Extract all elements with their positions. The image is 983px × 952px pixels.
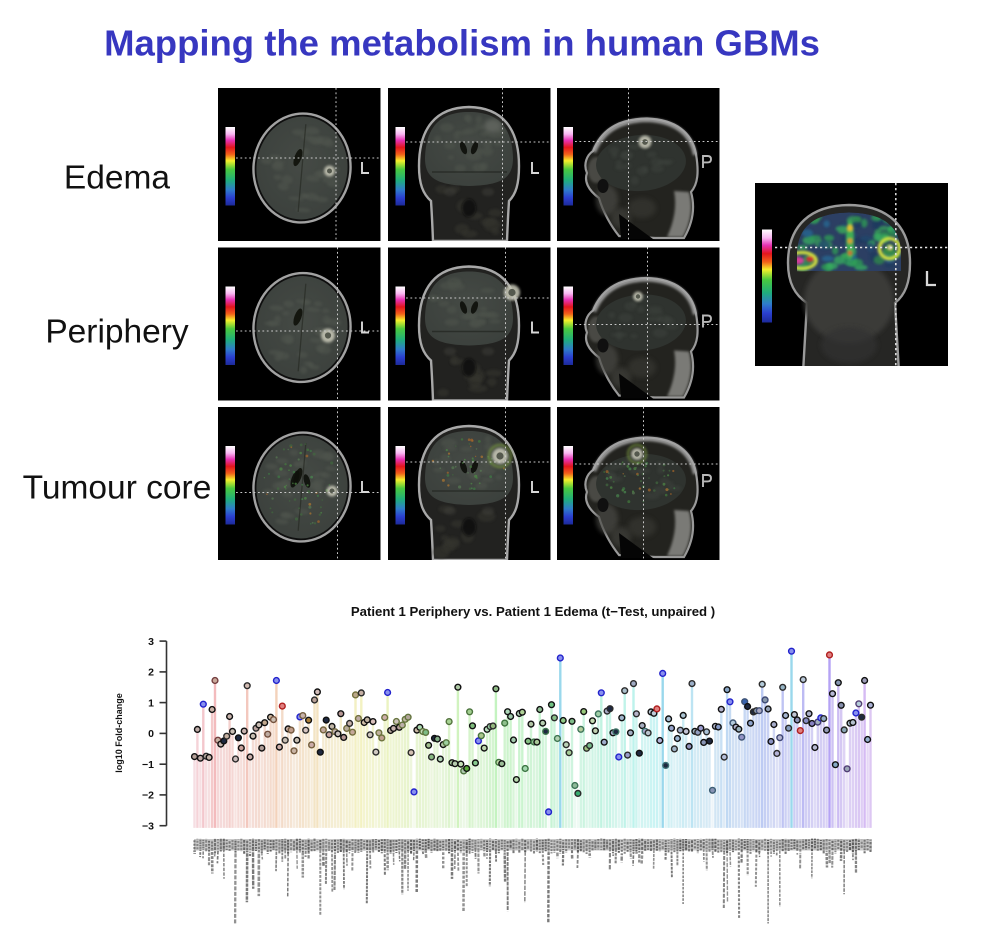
svg-text:Periphery: Periphery <box>45 314 189 351</box>
svg-text:−2: −2 <box>142 790 154 802</box>
svg-text:2: 2 <box>148 667 154 679</box>
svg-text:1: 1 <box>148 697 154 709</box>
svg-text:Tumour core: Tumour core <box>23 470 212 507</box>
svg-text:log10 Fold-change: log10 Fold-change <box>114 693 124 773</box>
svg-text:Mapping the metabolism in huma: Mapping the metabolism in human GBMs <box>104 23 820 64</box>
svg-text:Patient 1 Periphery vs. Patien: Patient 1 Periphery vs. Patient 1 Edema … <box>351 604 715 619</box>
svg-text:Edema: Edema <box>64 160 171 197</box>
svg-text:−3: −3 <box>142 821 154 833</box>
svg-text:0: 0 <box>148 728 154 740</box>
svg-text:−1: −1 <box>142 759 154 771</box>
svg-text:3: 3 <box>148 636 154 648</box>
